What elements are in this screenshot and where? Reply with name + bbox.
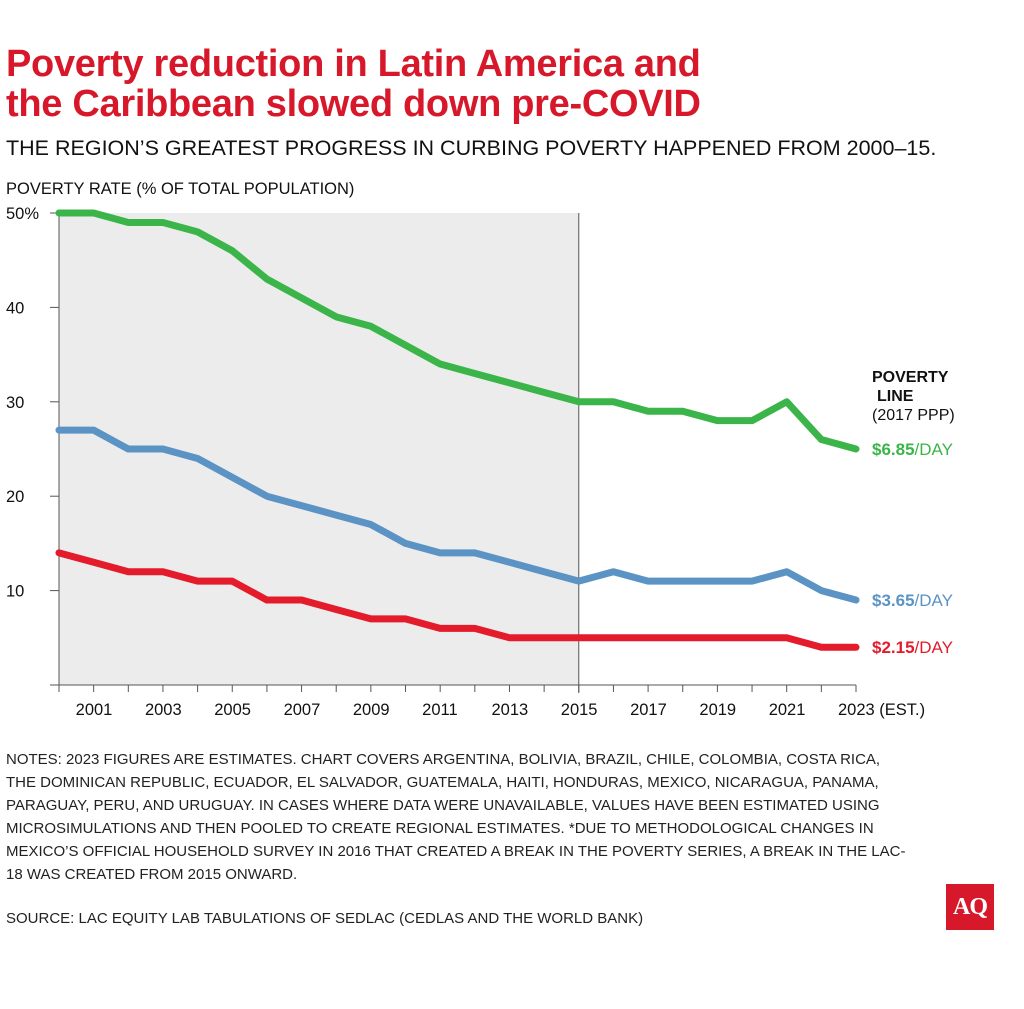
chart-title: Poverty reduction in Latin America and t…	[6, 44, 701, 124]
x-tick-label: 2019	[699, 701, 736, 719]
line-chart: 50% 40 30 20 10 2001 2003 2005 2007 2009 2011 2013 2…	[6, 205, 955, 719]
title-line-1: Poverty reduction in Latin America and	[6, 43, 701, 85]
y-tick-label: 10	[6, 583, 24, 601]
x-tick-label: 2015	[561, 701, 598, 719]
y-tick-label: 40	[6, 299, 24, 317]
x-tick-label: 2005	[214, 701, 251, 719]
series-label-unit: /DAY	[915, 440, 953, 459]
x-tick-label: 2017	[630, 701, 667, 719]
series-label-value: $3.65	[872, 591, 915, 610]
notes: NOTES: 2023 FIGURES ARE ESTIMATES. CHART…	[6, 751, 906, 883]
legend-title-line-3: (2017 PPP)	[872, 407, 955, 424]
series-label-value: $6.85	[872, 440, 915, 459]
title-line-2: the Caribbean slowed down pre-COVID	[6, 83, 701, 125]
x-tick-label: 2013	[491, 701, 528, 719]
x-tick-label: 2021	[769, 701, 806, 719]
aq-logo: AQ	[946, 884, 994, 930]
series-label-2: $2.15/DAY	[872, 638, 953, 657]
source: SOURCE: LAC EQUITY LAB TABULATIONS OF SE…	[6, 910, 644, 927]
series-line-0	[55, 209, 860, 453]
x-tick-label: 2007	[284, 701, 321, 719]
x-tick-label: 2003	[145, 701, 182, 719]
x-tick-label: 2001	[76, 701, 113, 719]
series-label-value: $2.15	[872, 638, 915, 657]
series-label-0: $6.85/DAY	[872, 440, 953, 459]
y-axis-label: POVERTY RATE (% OF TOTAL POPULATION)	[6, 180, 355, 198]
y-tick-label: 50%	[6, 205, 39, 223]
chart-subtitle: THE REGION’S GREATEST PROGRESS IN CURBIN…	[6, 136, 937, 160]
y-tick-label: 30	[6, 394, 24, 412]
series-line-2	[55, 549, 860, 651]
series-line-1	[55, 426, 860, 604]
x-tick-label: 2009	[353, 701, 390, 719]
series-label-1: $3.65/DAY	[872, 591, 953, 610]
legend-title-line-1: POVERTY	[872, 369, 949, 386]
series-label-unit: /DAY	[915, 638, 953, 657]
y-tick-label: 20	[6, 488, 24, 506]
x-tick-label: 2023 (EST.)	[838, 701, 925, 719]
x-tick-label: 2011	[422, 701, 457, 719]
series-label-unit: /DAY	[915, 591, 953, 610]
legend-title-line-2: LINE	[877, 388, 914, 405]
